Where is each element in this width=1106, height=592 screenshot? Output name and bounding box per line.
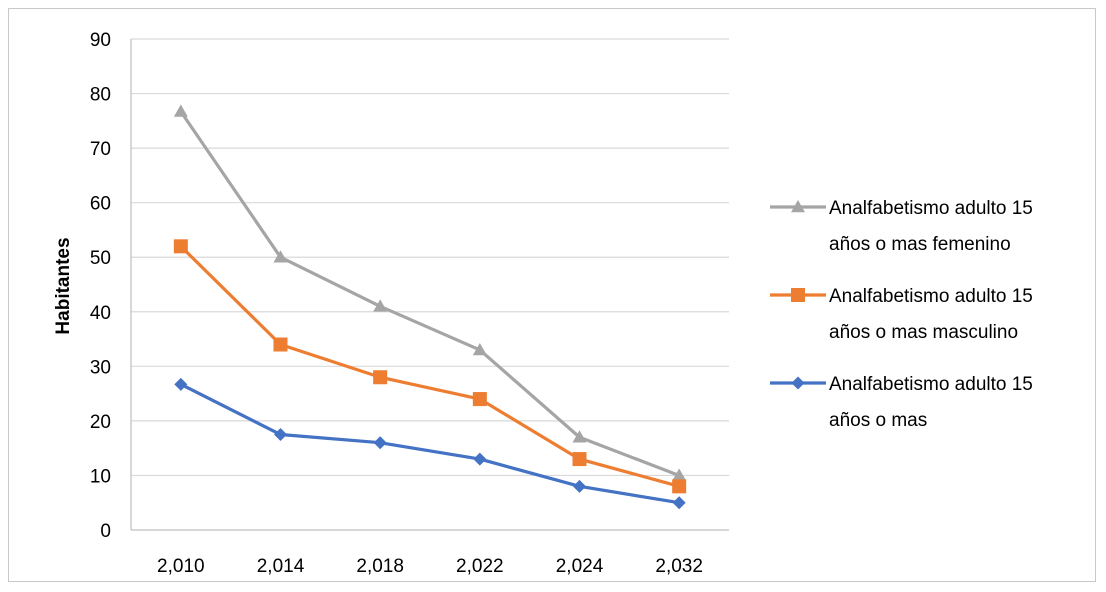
data-point <box>573 479 586 493</box>
data-point <box>472 392 487 407</box>
data-point <box>373 299 388 312</box>
y-tick-labels: 0 10 20 30 40 50 60 70 80 90 <box>90 30 111 542</box>
x-tick-label: 2,022 <box>456 556 504 577</box>
x-tick-labels: 2,010 2,014 2,018 2,022 2,024 2,032 <box>157 556 703 577</box>
legend-marker <box>791 376 805 390</box>
legend: Analfabetismo adulto 15 años o mas femeni… <box>770 198 1033 431</box>
series-3 <box>174 377 686 510</box>
legend-label: años o mas masculino <box>829 322 1018 343</box>
data-point <box>672 468 687 481</box>
x-tick-label: 2,010 <box>157 556 205 577</box>
data-point <box>572 452 587 467</box>
data-point <box>373 436 387 450</box>
series-lines <box>173 104 687 510</box>
legend-label: Analfabetismo adulto 15 <box>829 374 1033 395</box>
legend-item-3: Analfabetismo adulto 15 años o mas <box>770 374 1033 431</box>
legend-item-1: Analfabetismo adulto 15 años o mas femeni… <box>770 198 1033 255</box>
legend-marker <box>791 288 805 302</box>
y-tick-label: 50 <box>90 248 111 269</box>
y-tick-label: 70 <box>90 139 111 160</box>
legend-marker <box>791 200 805 213</box>
legend-label: Analfabetismo adulto 15 <box>829 198 1033 219</box>
series-line <box>179 245 680 488</box>
data-point <box>672 479 687 494</box>
gridlines <box>131 38 729 477</box>
y-tick-label: 80 <box>90 85 111 106</box>
data-point <box>572 430 587 443</box>
data-point <box>472 342 487 356</box>
x-tick-label: 2,014 <box>257 556 305 577</box>
series-2 <box>173 239 687 494</box>
legend-item-2: Analfabetismo adulto 15 años o mas mascul… <box>770 286 1033 343</box>
y-tick-label: 30 <box>90 357 111 378</box>
data-point <box>273 337 288 352</box>
y-tick-label: 0 <box>100 521 111 542</box>
series-line <box>180 382 680 505</box>
y-axis-label: Habitantes <box>53 237 74 334</box>
data-point <box>173 104 188 117</box>
legend-label: años o mas <box>829 410 927 431</box>
series-line <box>179 110 680 477</box>
chart-frame <box>8 8 1096 582</box>
y-tick-label: 10 <box>90 466 111 487</box>
legend-label: años o mas femenino <box>829 234 1011 255</box>
x-tick-label: 2,018 <box>356 556 404 577</box>
y-tick-label: 20 <box>90 412 111 433</box>
data-point <box>273 250 288 263</box>
data-point <box>672 496 686 510</box>
axes <box>130 39 729 531</box>
legend-label: Analfabetismo adulto 15 <box>829 286 1033 307</box>
data-point <box>174 377 188 391</box>
data-point <box>373 370 388 385</box>
data-point <box>173 239 188 254</box>
data-point <box>473 452 487 466</box>
y-tick-label: 40 <box>90 303 111 324</box>
data-point <box>274 428 287 442</box>
x-tick-label: 2,024 <box>556 556 604 577</box>
y-tick-label: 90 <box>90 30 111 51</box>
x-tick-label: 2,032 <box>655 556 703 577</box>
y-tick-label: 60 <box>90 194 111 215</box>
series-1 <box>173 104 687 481</box>
